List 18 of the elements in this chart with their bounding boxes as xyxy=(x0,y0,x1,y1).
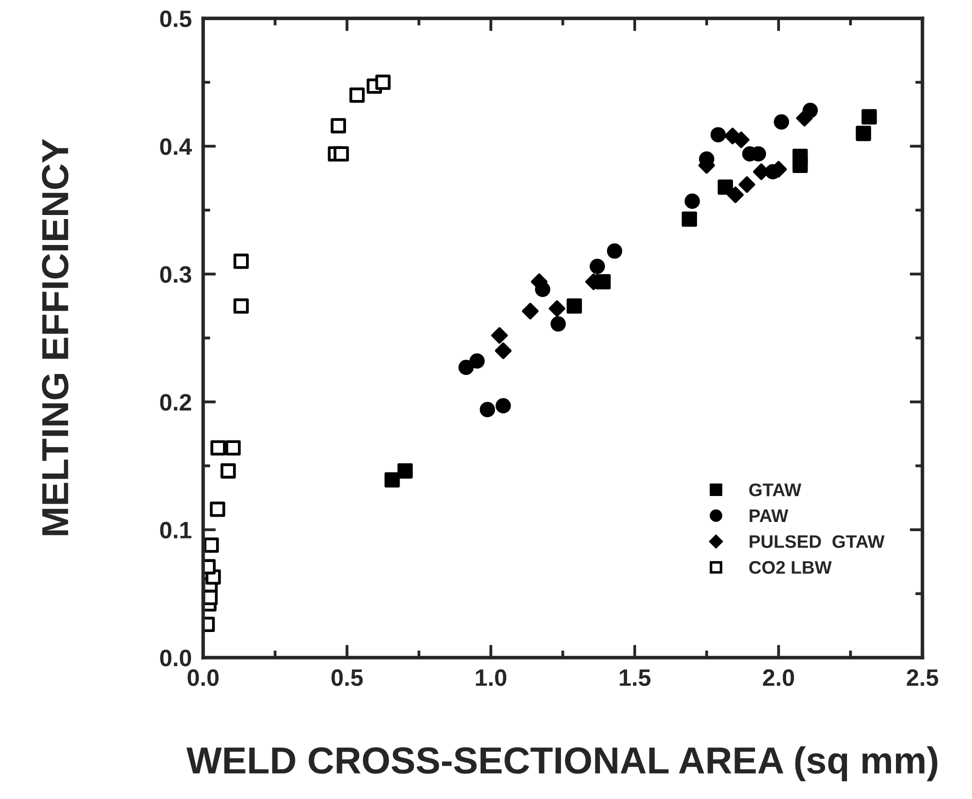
y-axis-title: MELTING EFFICIENCY xyxy=(42,138,68,536)
legend-label: PAW xyxy=(750,510,788,522)
y-tick-label: 0.3 xyxy=(160,266,192,283)
y-tick-label: 0.4 xyxy=(160,138,192,156)
legend-label: PULSED GTAW xyxy=(750,535,885,548)
y-tick-label: 0.5 xyxy=(160,10,192,28)
x-tick-label: 0.0 xyxy=(188,669,219,686)
y-tick-label: 0.2 xyxy=(160,394,192,411)
legend-label: CO2 LBW xyxy=(749,561,832,574)
y-tick-label: 0.1 xyxy=(160,522,192,539)
x-tick-label: 1.5 xyxy=(620,670,650,686)
x-tick-label: 0.5 xyxy=(332,669,363,686)
x-tick-label: 2.0 xyxy=(762,669,794,686)
y-tick-label: 0.0 xyxy=(160,650,192,666)
legend-label: GTAW xyxy=(749,483,802,496)
x-tick-label: 2.5 xyxy=(906,669,938,686)
x-axis-title: WELD CROSS-SECTIONAL AREA (sq mm) xyxy=(186,746,938,782)
x-tick-label: 1.0 xyxy=(476,669,506,686)
